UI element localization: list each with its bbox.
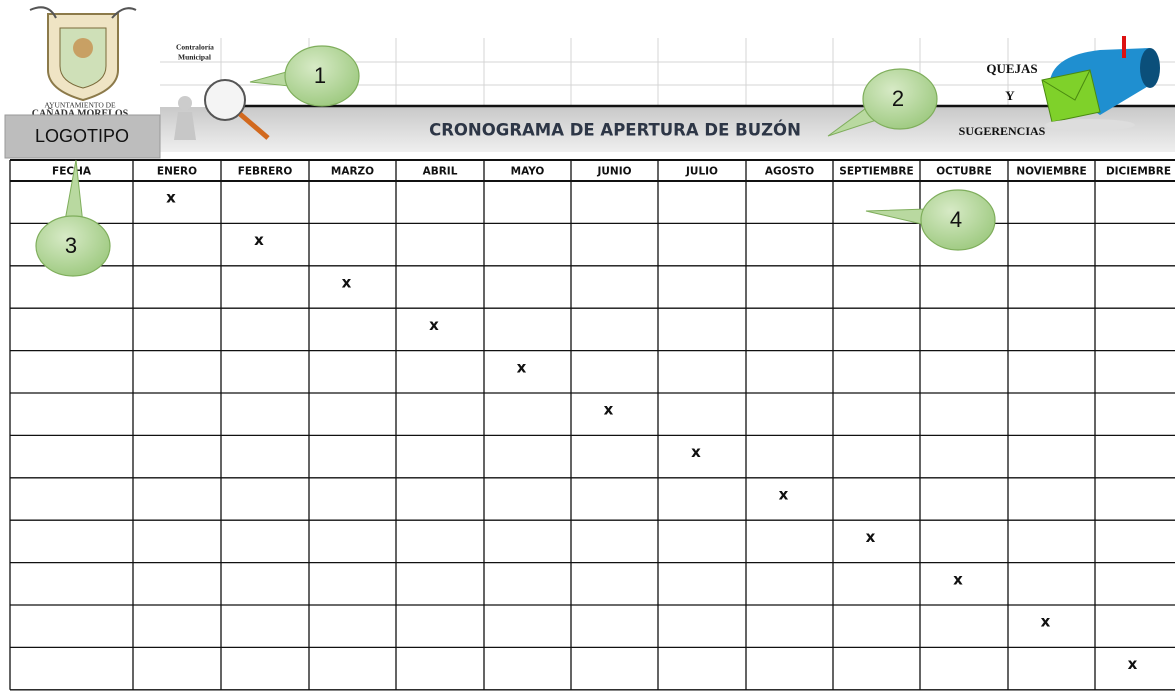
callout-number: 3 <box>65 233 77 258</box>
cell: x <box>1041 613 1051 631</box>
logo-placeholder-text: LOGOTIPO <box>35 126 129 146</box>
column-header: DICIEMBRE <box>1106 166 1171 178</box>
logo-placeholder <box>4 114 161 159</box>
cell: x <box>517 358 527 376</box>
department: Municipal <box>178 53 211 62</box>
column-header: JULIO <box>685 166 718 178</box>
cell: x <box>604 401 614 419</box>
callout-number: 1 <box>314 63 326 88</box>
column-header: ABRIL <box>423 166 458 178</box>
callout-bubble <box>35 215 111 277</box>
column-header: FEBRERO <box>238 166 293 178</box>
mailbox-text: Y <box>1005 88 1015 103</box>
table: FECHA ENERO FEBRERO MARZO ABRIL MAYO JUNIO JULI… <box>9 159 1175 691</box>
column-header: MAYO <box>511 166 545 178</box>
logo-line: AYUNTAMIENTO DE <box>44 101 116 110</box>
mailbox-icon <box>1041 36 1160 131</box>
cell: x <box>429 316 439 334</box>
magnifier-icon <box>174 79 270 140</box>
column-header: FECHA <box>52 166 92 178</box>
callout-bubble <box>862 68 938 130</box>
callout-number: 4 <box>950 207 962 232</box>
column-header: MARZO <box>331 166 374 178</box>
department: Contraloría <box>176 43 214 52</box>
callout-number: 2 <box>892 86 904 111</box>
cell: x <box>779 486 789 504</box>
logo: AYUNTAMIENTO DE CAÑADA MORELOS 2024-2027 <box>29 6 137 126</box>
column-header: NOVIEMBRE <box>1016 166 1086 178</box>
column-header: JUNIO <box>596 166 631 178</box>
column-header: OCTUBRE <box>936 166 992 178</box>
mailbox-text: SUGERENCIAS <box>959 124 1046 138</box>
title: CRONOGRAMA DE APERTURA DE BUZÓN <box>429 121 801 140</box>
column-header: SEPTIEMBRE <box>839 166 913 178</box>
mailbox-text: QUEJAS <box>986 61 1037 76</box>
cell: x <box>166 189 176 207</box>
cell: x <box>866 528 876 546</box>
column-header: AGOSTO <box>765 166 814 178</box>
callouts: 1 2 3 4 <box>35 45 996 277</box>
title-bar <box>160 107 1175 152</box>
column-header: ENERO <box>157 166 197 178</box>
cell: x <box>953 570 963 588</box>
cell: x <box>254 231 264 249</box>
callout-bubble <box>920 189 996 251</box>
cell: x <box>342 274 352 292</box>
header-row <box>10 160 1175 181</box>
callout-bubble <box>284 45 360 107</box>
cell: x <box>1128 655 1138 673</box>
cell: x <box>691 443 701 461</box>
